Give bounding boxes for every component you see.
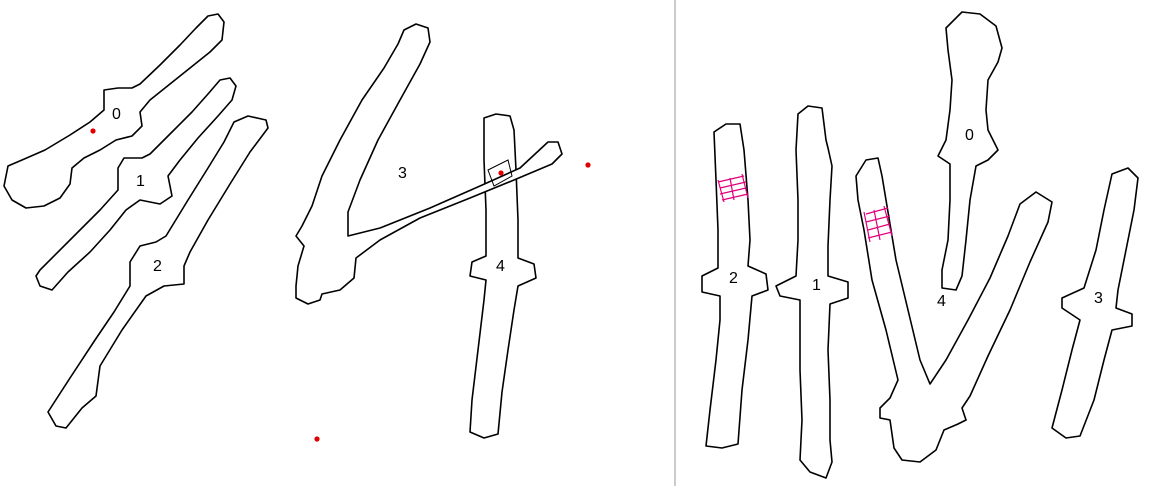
right-label-4: 1 (812, 277, 821, 294)
right-object-4-outline (775, 105, 849, 479)
right-overlap-mark-2 (717, 173, 749, 203)
left-label-2: 4 (496, 258, 505, 275)
right-label-1: 3 (1094, 290, 1103, 307)
left-marker-bottom (314, 436, 320, 442)
right-label-2: 2 (729, 270, 738, 287)
left-label-3: 3 (398, 165, 407, 182)
left-object-1-outline (35, 77, 237, 291)
left-object-4-outline (47, 115, 269, 429)
left-panel: 0 1 2 4 3 (3, 13, 591, 442)
left-overlap-box (487, 159, 513, 187)
left-marker-0 (90, 128, 96, 134)
right-object-1-outline (1051, 167, 1139, 439)
left-marker-right (585, 162, 591, 168)
left-object-3-outline (295, 23, 563, 305)
right-object-3-outline (855, 157, 1053, 463)
left-label-0: 0 (112, 106, 121, 123)
right-label-0: 0 (965, 127, 974, 144)
right-object-0-outline (937, 11, 1003, 291)
left-label-4: 2 (153, 258, 162, 275)
left-marker-overlap (498, 170, 504, 176)
left-label-1: 1 (136, 173, 145, 190)
right-overlap-mark-3 (863, 205, 893, 243)
right-label-3: 4 (937, 293, 946, 310)
right-object-2-outline (701, 123, 769, 449)
left-object-0-outline (3, 13, 225, 209)
right-panel: 0 4 2 1 3 (701, 11, 1139, 479)
